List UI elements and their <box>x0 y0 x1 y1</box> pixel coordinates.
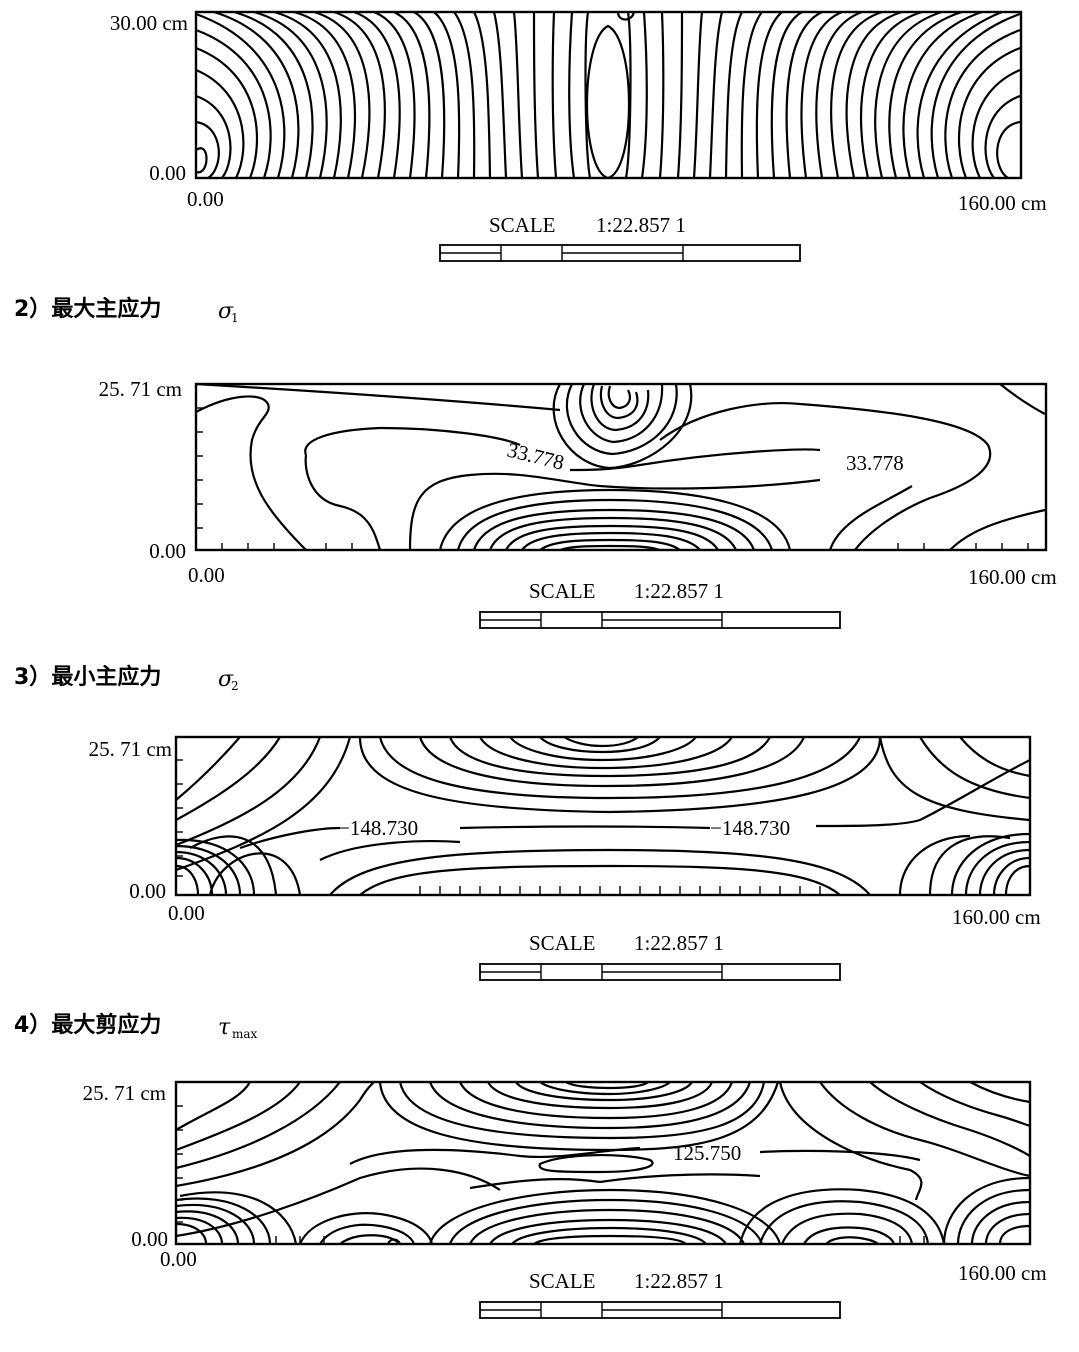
panel-2-contour-label-1: 33.778 <box>505 438 567 475</box>
panel-4-y-bottom-label: 0.00 <box>131 1227 168 1251</box>
panel-3-heading-text: 最小主应力 <box>51 664 161 690</box>
panel-4-heading: 4）最大剪应力 τ max <box>14 1012 258 1041</box>
panel-2-x-left-label: 0.00 <box>188 563 225 587</box>
panel-4-contours <box>175 1081 1031 1245</box>
panel-3: −148.730 −148.730 25. 71 cm 0.00 0.00 16… <box>89 735 1041 981</box>
panel-2-y-top-label: 25. 71 cm <box>99 377 182 401</box>
panel-3-heading: 3）最小主应力 σ 2 <box>14 664 239 693</box>
panel-3-axis-ticks <box>176 759 821 895</box>
panel-2-scale: SCALE 1:22.857 1 <box>479 579 841 629</box>
svg-text:3）最小主应力: 3）最小主应力 <box>14 664 161 690</box>
panel-4-scale: SCALE 1:22.857 1 <box>479 1269 841 1319</box>
panel-1-y-top-label: 30.00 cm <box>110 11 188 35</box>
panel-4-heading-text: 最大剪应力 <box>51 1012 161 1038</box>
panel-4-x-left-label: 0.00 <box>160 1247 197 1271</box>
panel-2-scale-label: SCALE <box>529 579 596 603</box>
panel-4-heading-prefix: 4） <box>14 1013 51 1038</box>
panel-2-contour-label-2: 33.778 <box>846 451 904 475</box>
panel-1-scale: SCALE 1:22.857 1 <box>439 213 801 262</box>
panel-2-y-bottom-label: 0.00 <box>149 539 186 563</box>
panel-3-contours <box>175 736 1031 896</box>
panel-3-heading-prefix: 3） <box>14 665 51 690</box>
panel-1-x-right-label: 160.00 cm <box>958 191 1047 215</box>
panel-2-frame <box>194 382 1048 552</box>
panel-3-heading-symbol: σ <box>218 667 234 692</box>
panel-4-heading-subscript: max <box>232 1027 258 1041</box>
panel-4-heading-symbol: τ <box>218 1015 231 1040</box>
panel-2-heading-symbol: σ <box>218 299 234 324</box>
panel-2-heading-prefix: 2） <box>14 297 51 322</box>
panel-2-scale-bar <box>479 611 841 629</box>
panel-3-contour-label-1: −148.730 <box>338 816 418 840</box>
panel-3-scale-ratio: 1:22.857 1 <box>634 931 724 955</box>
panel-3-scale-label: SCALE <box>529 931 596 955</box>
panel-1-contours <box>195 10 1021 180</box>
panel-4-contour-label-1: 125.750 <box>673 1141 741 1165</box>
panel-2-contours <box>195 382 1046 552</box>
panel-1-scale-bar <box>439 244 801 262</box>
panel-3-y-bottom-label: 0.00 <box>129 879 166 903</box>
panel-4-scale-ratio: 1:22.857 1 <box>634 1269 724 1293</box>
panel-2-heading: 2）最大主应力 σ 1 <box>14 296 239 325</box>
panel-3-scale-bar <box>479 963 841 981</box>
panel-4-frame <box>174 1080 1032 1246</box>
panel-4: 125.750 25. 71 cm 0.00 0.00 160.00 cm SC… <box>83 1080 1047 1319</box>
panel-4-scale-label: SCALE <box>529 1269 596 1293</box>
panel-2-heading-subscript: 1 <box>231 311 239 325</box>
panel-3-x-left-label: 0.00 <box>168 901 205 925</box>
panel-4-y-top-label: 25. 71 cm <box>83 1081 166 1105</box>
panel-4-scale-bar <box>479 1301 841 1319</box>
panel-1: 30.00 cm 0.00 0.00 160.00 cm SCALE 1:22.… <box>110 10 1047 262</box>
panel-3-contour-label-2: −148.730 <box>710 816 790 840</box>
svg-text:2）最大主应力: 2）最大主应力 <box>14 296 161 322</box>
svg-text:4）最大剪应力: 4）最大剪应力 <box>14 1012 161 1038</box>
panel-3-y-top-label: 25. 71 cm <box>89 737 172 761</box>
panel-2-heading-text: 最大主应力 <box>51 296 161 322</box>
panel-2-axis-ticks <box>196 407 1029 550</box>
panel-3-scale: SCALE 1:22.857 1 <box>479 931 841 981</box>
panel-3-frame <box>174 735 1032 897</box>
panel-4-axis-ticks <box>176 1105 925 1244</box>
panel-1-y-bottom-label: 0.00 <box>149 161 186 185</box>
panel-3-x-right-label: 160.00 cm <box>952 905 1041 929</box>
panel-2-scale-ratio: 1:22.857 1 <box>634 579 724 603</box>
panel-1-scale-label: SCALE <box>489 213 556 237</box>
panel-2-x-right-label: 160.00 cm <box>968 565 1057 589</box>
panel-2: 33.778 33.778 25. 71 cm 0.00 0.00 160.00… <box>99 377 1057 629</box>
panel-1-frame <box>194 10 1023 180</box>
panel-1-x-left-label: 0.00 <box>187 187 224 211</box>
panel-3-heading-subscript: 2 <box>231 679 239 693</box>
panel-1-scale-ratio: 1:22.857 1 <box>596 213 686 237</box>
panel-4-x-right-label: 160.00 cm <box>958 1261 1047 1285</box>
